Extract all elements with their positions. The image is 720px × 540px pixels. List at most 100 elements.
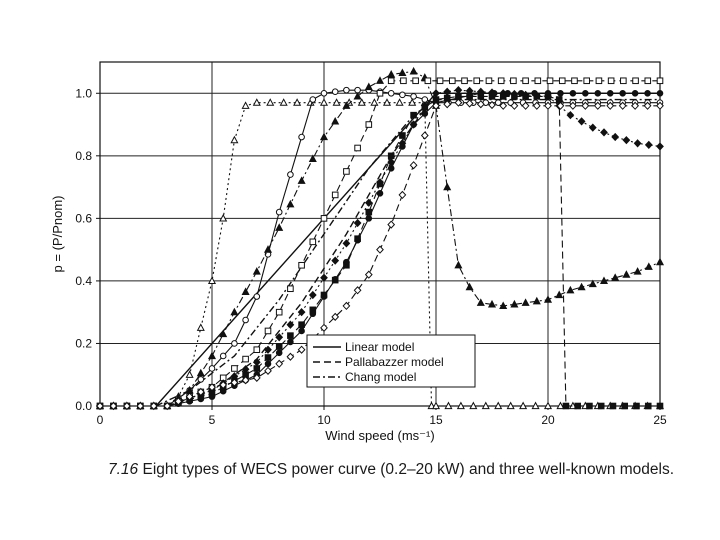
series-marker-5 — [409, 66, 418, 75]
series-marker-5 — [342, 101, 351, 109]
series-marker-3 — [543, 401, 553, 410]
series-marker-6 — [473, 77, 481, 85]
series-marker-4 — [331, 88, 339, 96]
series-marker-5 — [454, 260, 463, 269]
series-marker-6 — [448, 77, 456, 85]
series-marker-4 — [253, 293, 261, 300]
series-marker-6 — [275, 308, 283, 316]
series-marker-3 — [185, 370, 194, 378]
series-marker-3 — [556, 401, 565, 410]
series-marker-9 — [219, 387, 227, 395]
series-marker-9 — [544, 89, 552, 97]
series-marker-3 — [408, 98, 417, 106]
series-marker-6 — [412, 77, 419, 85]
series-marker-3 — [531, 401, 540, 410]
series-marker-3 — [332, 98, 341, 106]
series-marker-5 — [588, 279, 597, 288]
series-marker-6 — [287, 285, 294, 293]
series-marker-10 — [297, 345, 306, 354]
series-marker-5 — [633, 267, 642, 275]
series-marker-7 — [588, 123, 597, 132]
series-marker-6 — [354, 144, 361, 152]
series-marker-6 — [522, 77, 529, 85]
legend-box — [306, 334, 476, 388]
series-marker-5 — [219, 329, 228, 338]
series-marker-7 — [331, 256, 340, 265]
series-marker-7 — [275, 333, 284, 342]
series-marker-10 — [122, 401, 131, 411]
series-marker-7 — [656, 142, 664, 151]
series-marker-6 — [461, 77, 468, 85]
series-marker-7 — [443, 87, 452, 96]
series-marker-7 — [577, 117, 586, 126]
series-marker-6 — [298, 261, 305, 269]
series-marker-9 — [365, 215, 373, 222]
series-marker-9 — [387, 165, 395, 172]
series-marker-6 — [607, 77, 615, 85]
series-marker-10 — [420, 131, 429, 140]
series-marker-6 — [376, 89, 384, 97]
series-marker-7 — [320, 273, 328, 282]
series-marker-4 — [320, 89, 328, 97]
series-marker-9 — [466, 92, 473, 99]
series-marker-9 — [320, 293, 328, 300]
series-marker-7 — [364, 198, 373, 207]
series-marker-9 — [287, 338, 294, 346]
series-marker-6 — [632, 77, 639, 85]
y-tick-label: 1.0 — [75, 86, 92, 100]
series-marker-7 — [308, 290, 317, 300]
y-axis-label: p = (P/Pnom) — [50, 196, 65, 273]
series-marker-3 — [494, 401, 503, 410]
series-marker-8 — [586, 402, 593, 410]
series-marker-3 — [207, 276, 217, 285]
series-marker-6 — [558, 77, 566, 85]
series-marker-6 — [365, 121, 373, 128]
series-marker-7 — [611, 132, 620, 142]
series-marker-5 — [611, 273, 620, 281]
series-marker-5 — [398, 68, 407, 77]
x-axis-label: Wind speed (ms⁻¹) — [325, 428, 434, 443]
series-marker-8 — [555, 96, 563, 103]
series-marker-4 — [494, 99, 502, 106]
series-marker-6 — [343, 168, 350, 175]
series-marker-3 — [506, 401, 515, 410]
series-marker-5 — [555, 290, 564, 299]
series-marker-5 — [644, 262, 653, 270]
series-marker-5 — [275, 223, 284, 231]
series-marker-5 — [353, 91, 362, 100]
x-tick-label: 25 — [653, 413, 667, 427]
series-marker-9 — [309, 310, 317, 318]
x-tick-label: 15 — [429, 413, 443, 427]
series-marker-10 — [174, 397, 183, 406]
series-marker-7 — [264, 345, 272, 354]
series-marker-10 — [443, 100, 452, 109]
series-marker-6 — [400, 77, 407, 85]
series-marker-3 — [382, 98, 392, 106]
series-marker-9 — [490, 89, 498, 97]
series-marker-8 — [410, 111, 417, 119]
series-marker-5 — [532, 296, 541, 305]
series-marker-8 — [421, 104, 429, 111]
series-marker-3 — [431, 401, 441, 410]
series-marker-5 — [375, 76, 385, 84]
series-marker-8 — [275, 343, 283, 350]
y-tick-label: 0.6 — [75, 211, 92, 225]
series-marker-7 — [600, 128, 608, 137]
series-marker-6 — [583, 77, 590, 85]
series-marker-8 — [656, 402, 664, 410]
series-marker-6 — [242, 355, 249, 363]
series-marker-7 — [286, 320, 295, 329]
series-marker-9 — [298, 327, 305, 335]
series-marker-5 — [487, 299, 497, 308]
series-marker-10 — [252, 373, 261, 382]
series-marker-9 — [197, 395, 205, 403]
series-marker-10 — [606, 101, 615, 110]
series-marker-6 — [331, 191, 339, 199]
series-marker-10 — [185, 392, 194, 401]
series-marker-10 — [264, 366, 272, 375]
series-marker-5 — [286, 199, 295, 208]
series-marker-10 — [510, 101, 519, 110]
series-marker-8 — [511, 93, 518, 100]
series-marker-9 — [557, 89, 564, 97]
series-marker-10 — [163, 401, 172, 411]
